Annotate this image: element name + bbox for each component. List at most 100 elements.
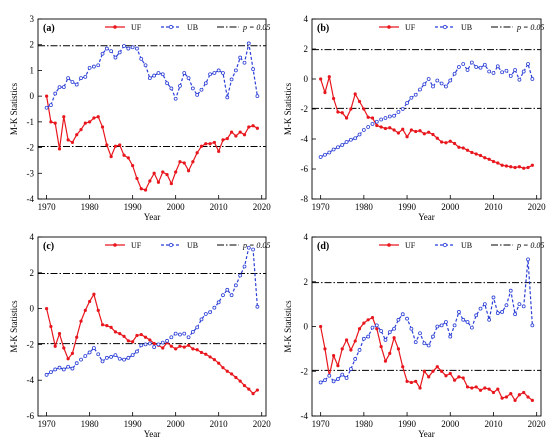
series-uf-point bbox=[414, 129, 418, 134]
series-ub-point bbox=[526, 62, 530, 66]
series-uf-point bbox=[118, 143, 122, 147]
series-ub-point bbox=[96, 63, 101, 68]
series-uf-point bbox=[353, 92, 357, 96]
series-ub-point bbox=[79, 357, 83, 362]
series-uf-point bbox=[229, 372, 234, 376]
legend-uf-marker bbox=[387, 243, 391, 247]
y-tick-label: -3 bbox=[27, 168, 35, 178]
series-ub-point bbox=[491, 71, 496, 75]
series-uf-point bbox=[392, 128, 396, 132]
series-ub-point bbox=[331, 147, 336, 152]
series-uf-point bbox=[199, 350, 204, 355]
series-ub-point bbox=[104, 46, 109, 51]
series-uf-point bbox=[362, 321, 366, 325]
series-uf-point bbox=[182, 345, 186, 349]
series-uf-point bbox=[470, 150, 474, 155]
series-ub-point bbox=[66, 364, 71, 369]
series-ub-point bbox=[400, 107, 405, 111]
series-uf-point bbox=[45, 94, 49, 98]
series-ub-point bbox=[208, 310, 212, 315]
y-tick-label: 0 bbox=[30, 91, 35, 101]
series-uf-point bbox=[336, 364, 340, 368]
series-ub-point bbox=[465, 320, 470, 324]
series-ub-point bbox=[212, 71, 217, 75]
series-ub-point bbox=[461, 317, 466, 322]
series-ub-point bbox=[225, 287, 230, 292]
series-ub-point bbox=[143, 63, 148, 68]
series-uf-point bbox=[152, 341, 156, 346]
series-uf-point bbox=[496, 387, 500, 391]
legend-uf-marker bbox=[387, 25, 391, 29]
series-ub-point bbox=[444, 84, 448, 89]
y-axis-label: M-K Statistics bbox=[283, 82, 293, 135]
series-uf-point bbox=[169, 344, 173, 348]
x-tick-label: 1980 bbox=[81, 202, 100, 212]
series-uf-point bbox=[53, 121, 57, 125]
series-uf-point bbox=[247, 387, 251, 391]
series-ub-point bbox=[203, 312, 208, 316]
panel-label: (a) bbox=[43, 23, 55, 34]
series-ub-point bbox=[152, 345, 157, 349]
series-uf-point bbox=[409, 128, 413, 132]
x-tick-label: 1970 bbox=[312, 202, 331, 212]
legend-ub-label: UB bbox=[461, 23, 472, 32]
series-uf-point bbox=[148, 179, 152, 183]
series-ub-point bbox=[156, 342, 161, 347]
series-uf-point bbox=[182, 161, 186, 165]
series-ub-point bbox=[452, 71, 457, 76]
series-ub-point bbox=[426, 343, 431, 348]
series-uf-point bbox=[409, 380, 413, 385]
series-uf-point bbox=[388, 126, 392, 130]
series-ub-point bbox=[331, 379, 336, 384]
series-uf-point bbox=[332, 96, 336, 101]
series-ub-point bbox=[422, 341, 427, 346]
series-ub-point bbox=[57, 365, 62, 370]
series-uf-point bbox=[152, 171, 156, 175]
series-ub-point bbox=[413, 340, 418, 345]
series-uf-point bbox=[135, 176, 139, 181]
series-uf-point bbox=[174, 347, 178, 351]
series-ub-point bbox=[233, 283, 238, 288]
series-uf-point bbox=[370, 116, 375, 120]
series-ub-point bbox=[366, 125, 371, 129]
series-uf-point bbox=[418, 129, 422, 133]
legend-ub-label: UB bbox=[187, 23, 198, 32]
legend-threshold-label: p = 0.05 bbox=[516, 241, 544, 250]
series-ub-point bbox=[186, 76, 191, 81]
series-uf-point bbox=[199, 144, 204, 148]
series-uf-point bbox=[208, 142, 212, 146]
series-uf-point bbox=[327, 75, 331, 79]
series-uf-point bbox=[70, 351, 75, 355]
x-tick-label: 2010 bbox=[484, 202, 503, 212]
series-uf-point bbox=[92, 116, 96, 120]
series-ub-point bbox=[109, 355, 114, 359]
series-ub-point bbox=[87, 65, 92, 70]
series-uf-point bbox=[49, 120, 53, 124]
series-uf-point bbox=[83, 308, 87, 312]
legend-ub-label: UB bbox=[187, 241, 198, 250]
series-uf-point bbox=[448, 139, 452, 143]
series-uf-point bbox=[139, 332, 143, 337]
series-uf-point bbox=[100, 125, 105, 129]
series-ub-point bbox=[251, 247, 255, 252]
chart-panel-a: 1970 1980 1990 2000 2010 2020 -4 -3 -2 -1 0 1 2 3 Year… bbox=[9, 14, 271, 222]
series-ub-point bbox=[491, 295, 496, 300]
series-uf-point bbox=[208, 355, 212, 359]
series-uf-point bbox=[440, 369, 444, 373]
series-ub-point bbox=[195, 325, 200, 330]
series-uf-point bbox=[379, 125, 383, 129]
x-tick-label: 1970 bbox=[38, 202, 57, 212]
series-uf-point bbox=[504, 164, 509, 168]
series-uf-point bbox=[251, 392, 255, 396]
series-uf-point bbox=[366, 318, 370, 322]
series-ub-point bbox=[212, 305, 217, 310]
x-axis-label: Year bbox=[418, 429, 435, 439]
series-uf-point bbox=[45, 307, 49, 311]
series-uf-point bbox=[204, 142, 208, 146]
series-uf-point bbox=[517, 393, 521, 397]
series-ub-point bbox=[482, 302, 487, 307]
series-uf-point bbox=[131, 163, 135, 168]
series-ub-point bbox=[379, 329, 384, 333]
series-uf-point bbox=[221, 138, 225, 142]
